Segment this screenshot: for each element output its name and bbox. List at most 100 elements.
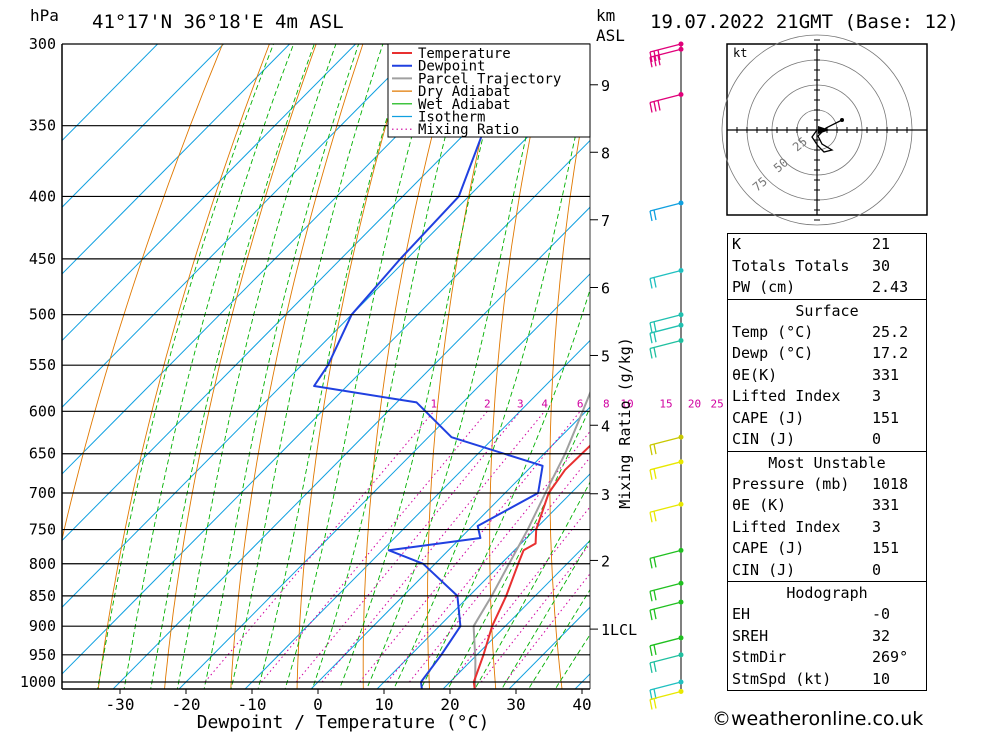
temp-tick-label: 20 [440,695,459,714]
wind-barb [649,654,682,673]
wind-barb-feather [653,56,657,67]
legend-entry: Dewpoint [418,59,485,75]
wind-barb-shaft [649,690,682,701]
storm-motion-arrow [818,126,830,134]
isotherm-line [62,44,291,275]
surface-cape-label: CAPE (J) [732,408,805,427]
wind-barb-feather [653,321,657,332]
surface-theta-value: 331 [872,365,900,384]
surface-li-value: 3 [872,387,882,405]
temp-tick-label: -10 [238,695,267,714]
isotherm-line [62,44,225,208]
wet-adiabat-line [257,44,410,689]
mixing-ratio-label: 20 [688,397,701,410]
stmspd-row: StmSpd (kt) 10 [732,669,922,691]
wind-barb [649,339,682,359]
wind-barb-feather [649,689,653,701]
surface-li-label: Lifted Index [732,387,841,405]
wind-barb [649,637,682,656]
mixing-ratio-axis-title: Mixing Ratio (g/kg) [616,337,634,509]
mu-li-row: Lifted Index 3 [732,517,922,539]
wind-barb-feather [653,277,657,288]
pressure-tick-label: 950 [29,646,56,664]
wind-barb-feather [649,699,653,710]
surface-theta-label: θE(K) [732,365,778,384]
wind-barb [649,314,682,333]
surface-li-row: Lifted Index 3 [732,386,922,408]
wind-barb-feather [649,102,653,113]
isotherm-line [62,44,555,542]
location-title: 41°17'N 36°18'E 4m ASL [92,11,344,33]
wind-barb-feather [653,209,657,221]
mixing-ratio-line [504,572,590,683]
most-unstable-title: Most Unstable [768,453,886,472]
wind-barb-shaft [649,654,682,664]
pressure-tick-label: 1000 [20,673,56,691]
mu-cape-label: CAPE (J) [732,539,805,557]
surface-temp-row: Temp (°C) 25.2 [732,322,922,344]
pressure-tick-label: 850 [29,587,56,605]
wet-adiabat-line [393,67,590,689]
pressure-tick-label: 450 [29,250,56,268]
dry-adiabat-line [971,26,1000,708]
mu-pressure-label: Pressure (mb) [732,474,850,493]
mixing-ratio-line [295,410,521,683]
wind-barb-feather [653,101,657,112]
isotherm-line [62,44,357,342]
mixing-ratio-label: 25 [711,397,724,410]
temp-tick-label: 0 [313,695,323,714]
isotherm-line [62,73,590,608]
wind-barb-feather [653,444,657,455]
wind-barb-feather [653,608,657,620]
legend-entry: Isotherm [418,110,485,126]
totals-row: Totals Totals 30 [732,256,922,278]
dry-adiabat-line [230,44,364,689]
wind-barb-shaft [649,436,682,446]
wind-barb [649,690,682,710]
wind-barb-feather [653,644,657,655]
temp-tick-label: -20 [172,695,201,714]
temp-tick-label: 10 [374,695,393,714]
mixing-ratio-label: 8 [603,397,610,410]
wind-barb [649,93,682,113]
temp-tick-label: 40 [572,695,591,714]
datetime-title: 19.07.2022 21GMT (Base: 12) [650,11,959,33]
wet-adiabat-line [123,44,295,689]
isotherm-line [376,473,590,689]
height-unit-label: km [596,6,616,25]
sreh-value: 32 [872,626,891,645]
surface-cape-row: CAPE (J) 151 [732,408,922,430]
legend-entry: Dry Adiabat [418,84,511,100]
mu-theta-label: θE (K) [732,496,787,514]
wind-barb-feather [653,698,657,709]
mixing-ratio-line [260,410,488,683]
dry-adiabat-line [97,44,270,689]
wind-barb-feather [649,512,653,523]
wind-barb-feather [653,590,657,601]
wet-adiabat-line [554,633,590,689]
isotherm-line [442,539,590,689]
wind-barb [649,503,682,523]
pressure-tick-label: 750 [29,521,56,539]
km-tick-label: 5 [601,347,610,365]
wet-adiabat-line [176,44,337,689]
legend-entry: Mixing Ratio [418,122,519,138]
hodograph-end-dot [840,118,844,122]
wind-barb-feather [649,558,653,569]
copyright-link[interactable]: ©weatheronline.co.uk [712,708,924,730]
legend-entry: Wet Adiabat [418,97,511,113]
wind-barb-feather [653,468,657,479]
wind-barb-feather [649,57,653,68]
wind-barb [649,461,682,480]
mu-cape-value: 151 [872,539,900,557]
surface-temp-label: Temp (°C) [732,322,814,341]
wind-barb-feather [649,609,653,621]
wind-barb-shaft [649,601,682,611]
wind-barb [649,681,682,701]
legend-entry: Parcel Trajectory [418,71,561,87]
mixing-ratio-line [359,410,581,683]
surface-dewp-row: Dewp (°C) 17.2 [732,343,922,365]
mixing-ratio-label: 4 [541,397,548,410]
pw-label: PW (cm) [732,278,796,296]
